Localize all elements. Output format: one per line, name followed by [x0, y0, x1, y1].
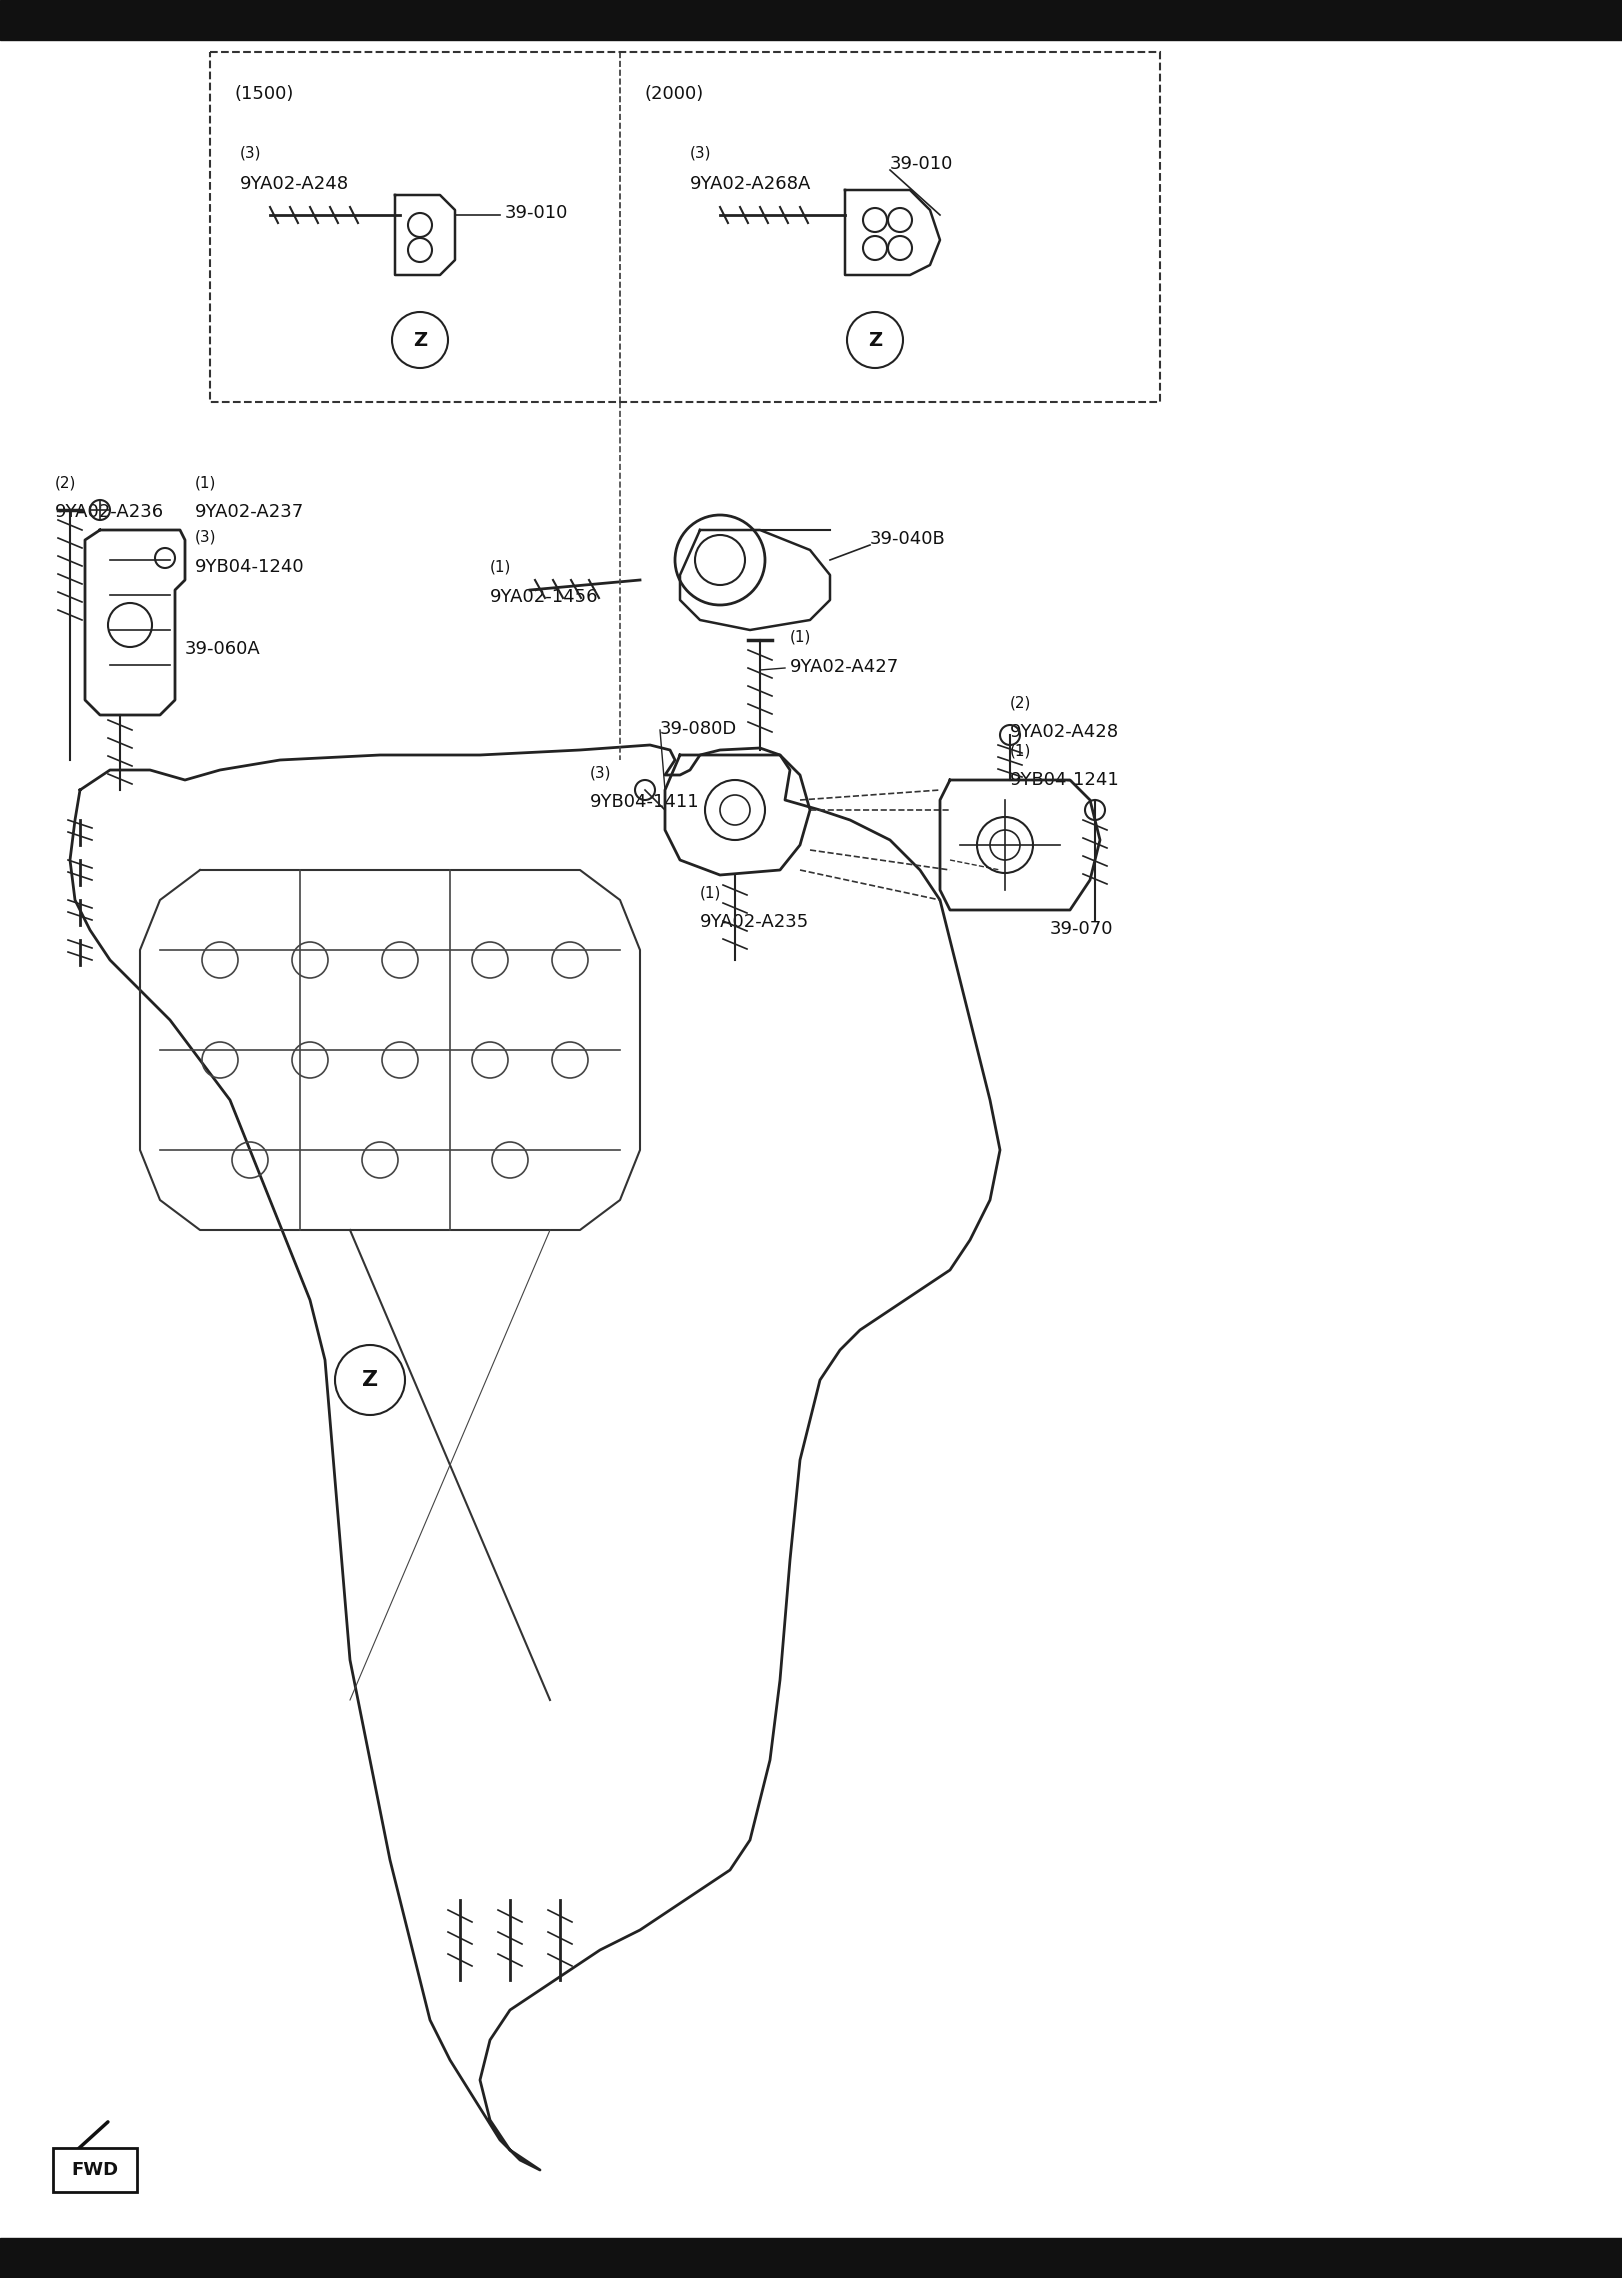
Text: 9YB04-1241: 9YB04-1241 — [1011, 770, 1119, 788]
Text: 9YA02-1456: 9YA02-1456 — [490, 588, 599, 606]
Text: 9YA02-A428: 9YA02-A428 — [1011, 722, 1119, 740]
Text: (3): (3) — [689, 146, 712, 159]
Text: (3): (3) — [240, 146, 261, 159]
Text: 9YB04-1411: 9YB04-1411 — [590, 793, 699, 811]
Text: 39-060A: 39-060A — [185, 640, 261, 658]
Text: 9YA02-A235: 9YA02-A235 — [701, 913, 809, 932]
Text: 9YB04-1240: 9YB04-1240 — [195, 558, 305, 576]
Text: Z: Z — [362, 1369, 378, 1390]
Text: 39-010: 39-010 — [504, 205, 568, 221]
Text: (2): (2) — [55, 476, 76, 490]
Text: (1): (1) — [1011, 743, 1032, 759]
Text: (1500): (1500) — [235, 84, 294, 103]
Text: 9YA02-A237: 9YA02-A237 — [195, 503, 305, 522]
Text: 9YA02-A248: 9YA02-A248 — [240, 175, 349, 194]
Text: 9YA02-A268A: 9YA02-A268A — [689, 175, 811, 194]
Text: 9YA02-A236: 9YA02-A236 — [55, 503, 164, 522]
Text: Z: Z — [414, 330, 427, 349]
Text: (1): (1) — [490, 560, 511, 574]
Text: (1): (1) — [701, 884, 722, 900]
Text: (2000): (2000) — [646, 84, 704, 103]
Bar — [0, 2237, 1622, 2278]
Text: FWD: FWD — [71, 2162, 118, 2180]
Text: 9YA02-A427: 9YA02-A427 — [790, 658, 899, 677]
Text: 39-070: 39-070 — [1049, 920, 1113, 939]
Text: 39-080D: 39-080D — [660, 720, 738, 738]
Text: (1): (1) — [195, 476, 216, 490]
FancyBboxPatch shape — [54, 2148, 136, 2191]
Text: (1): (1) — [790, 631, 811, 645]
Text: (2): (2) — [1011, 695, 1032, 711]
Text: 39-010: 39-010 — [890, 155, 954, 173]
Text: (3): (3) — [195, 531, 216, 544]
Text: Z: Z — [868, 330, 882, 349]
Bar — [0, 0, 1622, 41]
Text: 39-040B: 39-040B — [869, 531, 946, 549]
Bar — [209, 52, 1160, 401]
Text: (3): (3) — [590, 765, 611, 779]
